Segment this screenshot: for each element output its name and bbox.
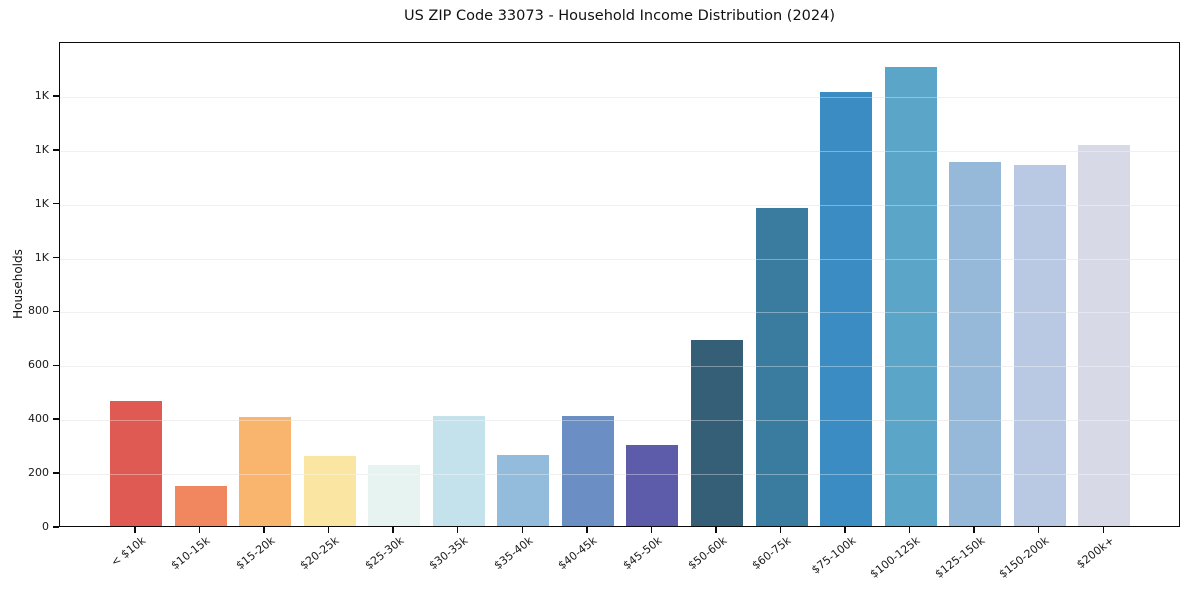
plot-area <box>59 42 1180 527</box>
bar-$35-40k <box>497 454 550 526</box>
x-tick-mark <box>715 527 717 533</box>
y-tick-mark <box>53 202 59 205</box>
y-tick-mark <box>53 526 59 528</box>
bar-$25-30k <box>368 464 421 526</box>
gridline-overlay <box>60 96 1179 98</box>
x-tick-mark <box>521 527 524 533</box>
x-tick-label-text: $75-100k <box>808 534 859 577</box>
gridline <box>60 258 1179 260</box>
y-tick-label: 200 <box>28 466 49 480</box>
x-tick-label-text: $150-200k <box>996 534 1052 581</box>
gridline <box>60 420 1179 422</box>
bar-$10-15k <box>174 485 227 526</box>
x-tick-label-text: $125-150k <box>932 534 988 581</box>
x-tick-mark <box>456 527 459 533</box>
gridline-overlay <box>60 420 1179 422</box>
gridline-overlay <box>60 366 1179 368</box>
y-tick-label: 1K <box>34 142 49 156</box>
gridline-overlay <box>60 150 1179 152</box>
x-tick-mark <box>650 527 653 533</box>
y-tick-mark <box>53 418 59 420</box>
gridline <box>60 150 1179 152</box>
x-tick-mark <box>263 527 265 533</box>
gridline-overlay <box>60 204 1179 206</box>
x-tick-mark <box>198 527 201 533</box>
y-tick-mark <box>53 95 59 97</box>
y-tick-mark <box>53 364 59 367</box>
y-tick-mark <box>53 310 59 313</box>
y-tick-mark <box>53 256 59 259</box>
gridline-overlay <box>60 258 1179 260</box>
y-tick-label: 0 <box>42 520 49 533</box>
x-tick-label-text: $20-25k <box>297 534 342 573</box>
gridline-overlay <box>60 312 1179 314</box>
x-tick-mark <box>779 527 782 533</box>
bar-$50-60k <box>690 340 743 526</box>
chart-title: US ZIP Code 33073 - Household Income Dis… <box>403 8 836 24</box>
x-tick-mark <box>327 527 330 533</box>
y-tick-label: 1K <box>34 88 49 102</box>
gridline <box>60 312 1179 314</box>
bar-$20-25k <box>303 455 356 526</box>
x-tick-mark <box>1102 527 1105 533</box>
y-tick-mark <box>53 149 59 151</box>
x-tick-label-text: $200k+ <box>1073 534 1117 572</box>
x-tick-mark <box>844 527 846 533</box>
x-tick-label-text: $40-45k <box>556 534 600 573</box>
x-tick-mark <box>392 527 394 533</box>
x-tick-label-text: $35-40k <box>491 534 536 573</box>
x-tick-mark <box>134 527 136 533</box>
bar-$30-35k <box>432 415 485 526</box>
x-tick-label-text: $15-20k <box>233 534 278 573</box>
bar-$150-200k <box>1013 164 1066 526</box>
y-axis-label: Households <box>11 249 25 319</box>
x-tick-label-text: $50-60k <box>685 534 729 573</box>
gridline <box>60 96 1179 98</box>
gridline-overlay <box>60 474 1179 476</box>
gridline <box>60 474 1179 476</box>
y-tick-label: 1K <box>34 250 49 264</box>
gridline <box>60 366 1179 368</box>
bar-$60-75k <box>755 208 808 526</box>
bar-$125-150k <box>949 162 1002 526</box>
bar-$100-125k <box>884 66 937 526</box>
bar-$75-100k <box>820 92 872 526</box>
x-tick-mark <box>586 527 588 533</box>
x-tick-label-text: $100-125k <box>867 534 923 581</box>
x-tick-label-text: $25-30k <box>362 534 407 573</box>
y-tick-label: 800 <box>28 304 49 318</box>
bar-$45-50k <box>626 445 679 526</box>
y-tick-mark <box>53 472 59 474</box>
x-tick-mark <box>973 527 975 533</box>
y-tick-label: 1K <box>34 196 49 210</box>
bar-$200k+ <box>1078 144 1131 526</box>
x-tick-label-text: $10-15k <box>168 534 213 573</box>
x-tick-mark <box>1037 527 1040 533</box>
bar-< $10k <box>110 400 162 526</box>
x-tick-label-text: < $10k <box>108 534 149 569</box>
y-tick-label: 400 <box>28 412 49 426</box>
gridline <box>60 204 1179 206</box>
bar-$15-20k <box>239 416 292 526</box>
x-tick-label-text: $60-75k <box>749 534 794 573</box>
x-tick-mark <box>908 527 911 533</box>
bar-$40-45k <box>561 415 614 526</box>
x-tick-label-text: $45-50k <box>620 534 665 573</box>
x-tick-label-text: $30-35k <box>427 534 471 573</box>
y-tick-label: 600 <box>28 358 49 372</box>
